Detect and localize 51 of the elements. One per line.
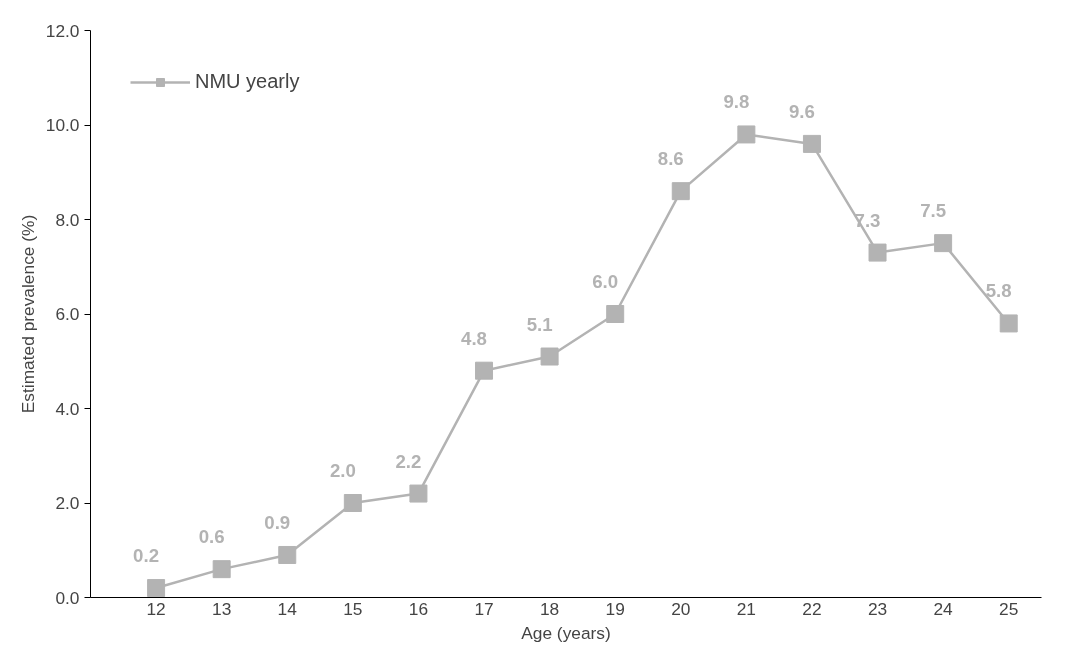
point [343,494,362,512]
data-label: 4.8 [461,327,487,349]
data-label: 6.0 [592,271,619,292]
point [868,243,887,262]
x-tick-label: 17 [474,598,494,619]
point [409,484,428,503]
point [475,361,494,380]
y-tick-label: 6.0 [55,304,80,324]
x-tick-label: 16 [408,598,429,619]
point [540,347,559,366]
x-tick-label: 15 [343,598,363,619]
x-tick-label: 12 [146,598,166,619]
data-label: 7.5 [920,200,947,222]
x-tick-label: 24 [933,598,954,619]
x-tick-label: 19 [605,598,625,619]
x-tick-label: 14 [277,598,298,619]
data-label: 2.0 [329,460,356,481]
x-tick-label: 20 [671,598,691,619]
y-tick-label: 0.0 [55,587,80,608]
legend-label: NMU yearly [195,70,300,93]
point [606,305,625,323]
point [147,579,166,598]
data-label: 2.2 [395,450,422,472]
y-tick-label: 12.0 [45,20,80,41]
y-tick-label: 8.0 [55,209,80,230]
data-label: 9.8 [723,91,750,113]
x-tick-label: 13 [212,598,232,619]
data-label: 0.6 [198,526,225,548]
y-tick-label: 4.0 [55,398,80,419]
x-tick-label: 18 [539,598,560,619]
data-label: 5.1 [526,313,553,335]
point [278,545,297,564]
data-label: 5.8 [985,280,1012,302]
point [999,314,1018,333]
x-axis-title: Age (years) [521,622,611,643]
y-tick-label: 10.0 [45,115,80,135]
y-tick-label: 2.0 [55,493,80,513]
x-tick-label: 23 [867,598,888,619]
data-label: 9.6 [788,100,815,122]
point [737,125,756,144]
data-label: 0.2 [133,545,160,567]
point [671,182,690,201]
point [212,560,231,579]
x-tick-label: 25 [999,598,1019,619]
y-axis-title: Estimated prevalence (%) [17,214,38,414]
data-label: 8.6 [657,148,684,170]
data-label: 0.9 [264,511,291,533]
point [934,234,953,253]
x-tick-label: 21 [736,598,757,619]
x-tick-label: 22 [802,598,822,619]
point [802,134,821,153]
